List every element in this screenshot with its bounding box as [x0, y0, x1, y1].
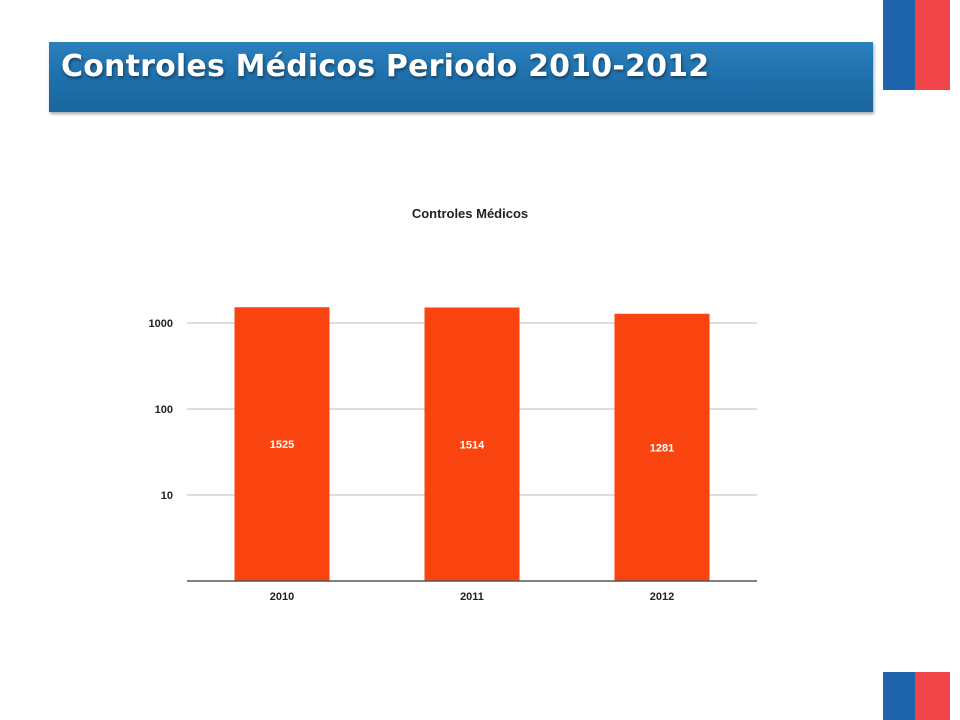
data-labels: 1525 1514 1281: [270, 439, 674, 454]
data-label-2010: 1525: [270, 439, 294, 451]
slide-title: Controles Médicos Periodo 2010-2012: [61, 49, 710, 84]
data-label-2011: 1514: [460, 439, 485, 451]
flag-red-stripe: [915, 672, 950, 720]
bar-2010: [234, 307, 330, 581]
x-tick-label: 2010: [270, 591, 294, 603]
x-tick-label: 2011: [460, 591, 484, 603]
x-tick-labels: 2010 2011 2012: [270, 591, 674, 603]
bar-2011: [424, 307, 520, 581]
chart-title: Controles Médicos: [412, 206, 528, 221]
flag-decoration-bottom: [883, 672, 950, 720]
flag-blue-stripe: [883, 0, 915, 90]
y-tick-label: 100: [155, 404, 173, 416]
y-tick-label: 10: [161, 490, 173, 502]
bars: [234, 307, 710, 581]
x-tick-label: 2012: [650, 591, 674, 603]
flag-decoration-top: [883, 0, 950, 90]
data-label-2012: 1281: [650, 442, 674, 454]
flag-blue-stripe: [883, 672, 915, 720]
title-banner: Controles Médicos Periodo 2010-2012: [49, 42, 873, 112]
flag-red-stripe: [915, 0, 950, 90]
y-tick-label: 1000: [149, 318, 173, 330]
bar-2012: [614, 313, 710, 581]
y-tick-labels: 10 100 1000: [149, 318, 173, 502]
